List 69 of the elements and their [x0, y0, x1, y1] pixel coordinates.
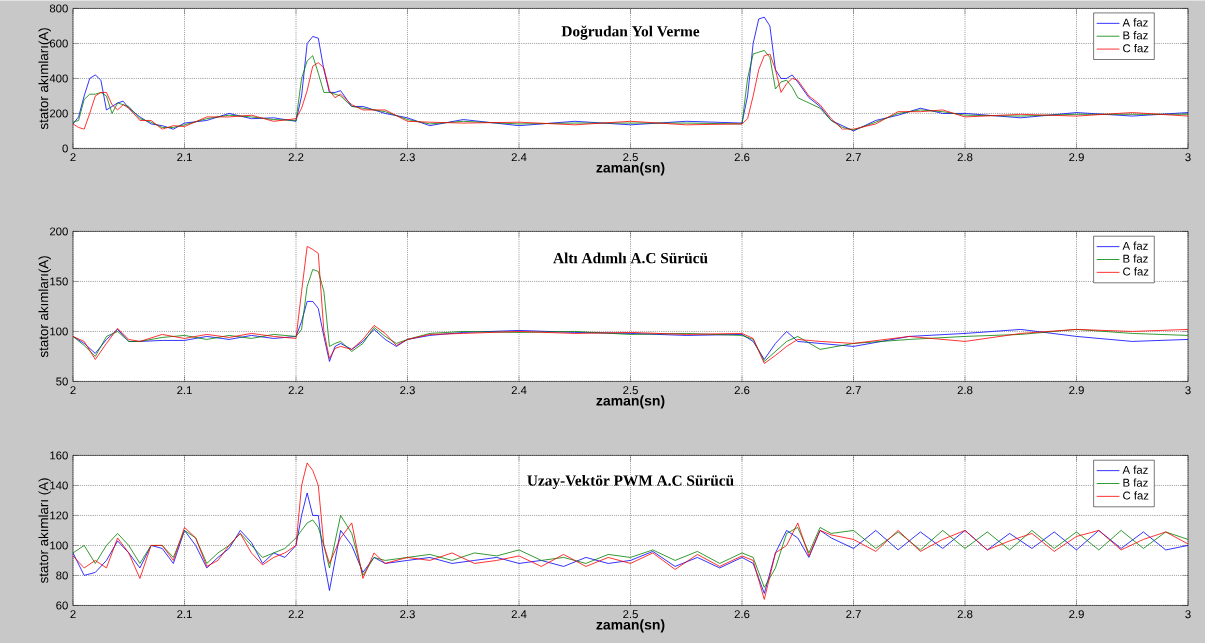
y-tick-label: 150: [50, 277, 68, 286]
x-axis-title: zaman(sn): [596, 395, 665, 409]
y-tick-label: 400: [49, 74, 68, 83]
y-tick-label: 60: [56, 601, 68, 610]
line-series: [73, 514, 1189, 588]
x-tick-label: 2.9: [1069, 609, 1084, 618]
x-tick-label: 2: [70, 609, 76, 618]
x-tick-label: 2.3: [400, 152, 415, 161]
x-tick-label: 2.4: [511, 385, 527, 394]
x-tick-label: 2.8: [957, 152, 973, 161]
y-tick-label: 160: [50, 451, 68, 460]
x-tick-label: 2.1: [177, 152, 192, 161]
legend-label: C faz: [1123, 267, 1149, 276]
x-tick-label: 2.1: [177, 385, 192, 394]
y-tick-label: 80: [56, 571, 68, 580]
y-tick-label: 100: [50, 327, 68, 336]
y-tick-label: 50: [56, 377, 68, 386]
legend-label: A faz: [1122, 241, 1148, 250]
x-tick-label: 2.9: [1069, 152, 1084, 161]
x-tick-label: 2.5: [623, 152, 638, 161]
x-tick-label: 2.6: [734, 609, 750, 618]
legend-label: B faz: [1123, 30, 1148, 40]
x-tick-label: 2.7: [846, 609, 861, 618]
x-tick-label: 3: [1185, 152, 1191, 161]
legend-label: B faz: [1123, 254, 1148, 263]
x-tick-label: 2.3: [400, 609, 415, 618]
y-axis-title: stator akımları (A): [38, 478, 51, 583]
y-axis-title: stator akımları(A): [38, 255, 51, 357]
x-tick-label: 2.9: [1069, 385, 1084, 394]
x-tick-label: 3: [1185, 385, 1191, 394]
legend-label: A faz: [1122, 18, 1148, 27]
x-tick-label: 2.2: [288, 152, 304, 161]
legend-label: C faz: [1123, 491, 1149, 500]
y-tick-label: 120: [50, 511, 68, 520]
x-tick-label: 2.5: [623, 385, 638, 394]
legend-label: B faz: [1123, 478, 1148, 487]
line-series: [73, 462, 1189, 600]
y-tick-label: 200: [49, 227, 68, 236]
y-tick-label: 0: [62, 144, 68, 153]
y-axis-title: stator akımları(A): [38, 27, 51, 129]
x-axis-title: zaman(sn): [596, 619, 665, 633]
text: Altı Adımlı A.C Sürücü: [553, 252, 708, 264]
x-tick-label: 2.8: [957, 609, 973, 618]
y-tick-label: 600: [49, 39, 68, 48]
x-tick-label: 2.7: [846, 385, 861, 394]
x-tick-label: 3: [1185, 609, 1191, 618]
text: Uzay-Vektör PWM A.C Sürücü: [527, 474, 734, 489]
y-tick-label: 200: [49, 109, 68, 118]
x-tick-label: 2.2: [288, 609, 304, 618]
x-tick-label: 2.4: [511, 609, 527, 618]
legend-label: C faz: [1123, 43, 1149, 53]
y-tick-label: 140: [50, 481, 68, 490]
x-tick-label: 2.8: [957, 385, 973, 394]
y-tick-label: 100: [50, 541, 68, 550]
x-tick-label: 2.7: [846, 152, 861, 161]
x-tick-label: 2.2: [288, 385, 304, 394]
x-tick-label: 2: [70, 385, 76, 394]
x-tick-label: 2.1: [177, 609, 192, 618]
x-tick-label: 2: [70, 152, 76, 161]
x-tick-label: 2.6: [734, 152, 750, 161]
legend-label: A faz: [1122, 465, 1148, 474]
x-axis-title: zaman(sn): [596, 162, 665, 176]
x-tick-label: 2.6: [734, 385, 750, 394]
x-tick-label: 2.5: [623, 609, 638, 618]
y-tick-label: 800: [49, 4, 68, 13]
text: Doğrudan Yol Verme: [561, 25, 700, 40]
x-tick-label: 2.4: [511, 152, 527, 161]
line-series: [73, 492, 1189, 594]
x-tick-label: 2.3: [400, 385, 415, 394]
